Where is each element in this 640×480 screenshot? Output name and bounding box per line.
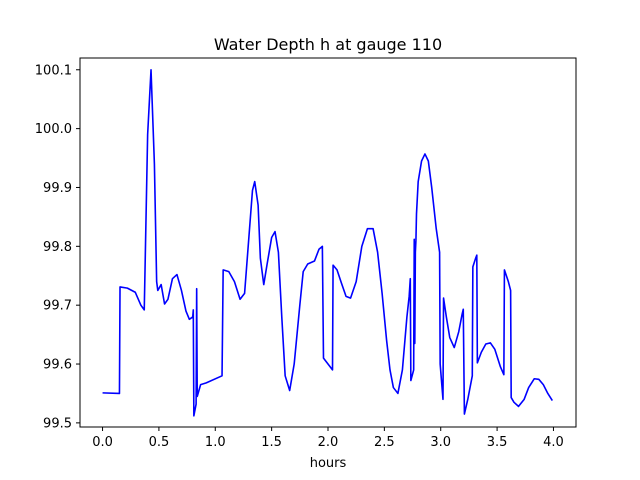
x-tick-label: 0.5: [149, 435, 170, 450]
x-tick-label: 3.0: [430, 435, 451, 450]
chart-title: Water Depth h at gauge 110: [214, 35, 442, 54]
series-line-0: [102, 68, 554, 417]
y-tick-label: 100.1: [35, 63, 72, 78]
y-tick-label: 99.6: [43, 358, 72, 373]
x-tick-label: 0.0: [92, 435, 113, 450]
x-axis-label: hours: [310, 456, 347, 471]
y-tick-label: 99.7: [43, 299, 72, 314]
x-tick-label: 2.5: [374, 435, 395, 450]
y-tick-label: 99.8: [43, 240, 72, 255]
x-tick-label: 2.0: [318, 435, 339, 450]
x-axis: 0.0 0.5 1.0 1.5 2.0 2.5 3.0 3.5 4.0: [92, 427, 564, 450]
y-tick-label: 99.9: [43, 181, 72, 196]
y-tick-label: 100.0: [35, 122, 72, 137]
x-tick-label: 4.0: [543, 435, 564, 450]
x-tick-label: 3.5: [487, 435, 508, 450]
x-tick-label: 1.0: [205, 435, 226, 450]
y-axis: 99.5 99.6 99.7 99.8 99.9 100.0 100.1: [35, 63, 80, 431]
y-tick-label: 99.5: [43, 416, 72, 431]
x-tick-label: 1.5: [261, 435, 282, 450]
